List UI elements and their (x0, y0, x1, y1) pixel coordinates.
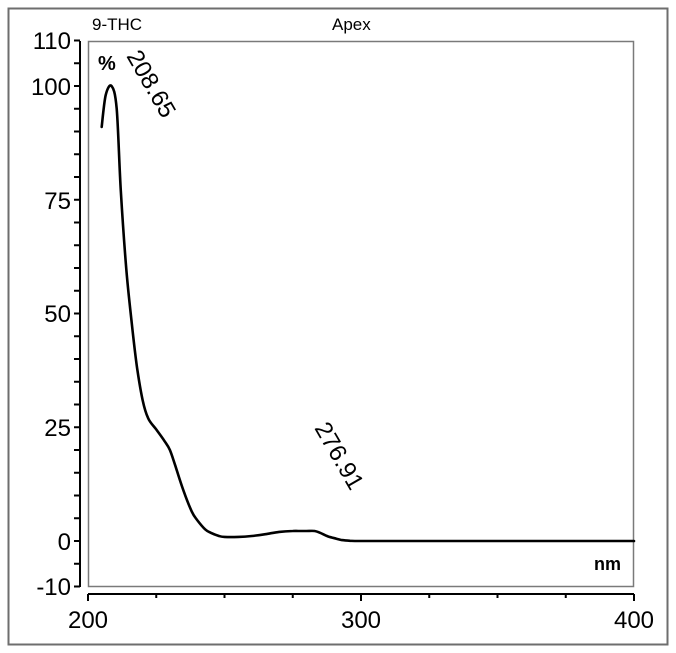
x-axis: 200 300 400 (68, 593, 654, 634)
mode-label: Apex (332, 15, 371, 34)
y-tick-label-75: 75 (44, 188, 71, 215)
y-tick-label-minus10: -10 (36, 574, 71, 601)
y-axis: 110 100 75 50 25 0 -10 (31, 28, 81, 601)
y-unit-label: % (98, 53, 116, 75)
compound-label: 9-THC (92, 15, 142, 34)
spectrum-line (100, 84, 636, 543)
y-tick-label-110: 110 (33, 28, 71, 55)
x-tick-label-200: 200 (68, 607, 108, 634)
x-tick-label-300: 300 (341, 607, 381, 634)
y-tick-label-0: 0 (58, 529, 71, 556)
plot-area (87, 40, 635, 588)
y-tick-label-50: 50 (44, 301, 71, 328)
y-tick-label-100: 100 (31, 74, 71, 101)
x-unit-label: nm (594, 554, 621, 574)
x-tick-label-400: 400 (614, 607, 654, 634)
y-tick-label-25: 25 (44, 415, 71, 442)
